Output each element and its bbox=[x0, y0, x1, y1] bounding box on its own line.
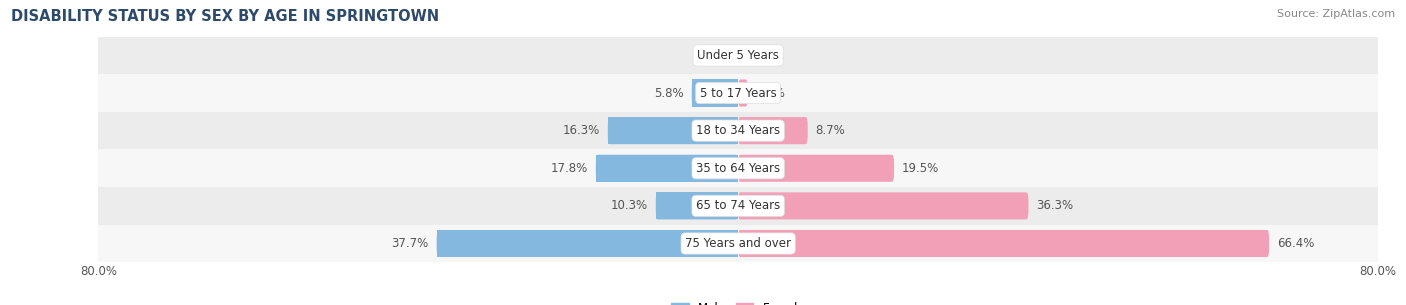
FancyBboxPatch shape bbox=[738, 230, 1270, 257]
Text: 8.7%: 8.7% bbox=[815, 124, 845, 137]
Text: 66.4%: 66.4% bbox=[1277, 237, 1315, 250]
FancyBboxPatch shape bbox=[738, 117, 807, 144]
Bar bbox=[655, 192, 738, 219]
Text: 1.2%: 1.2% bbox=[756, 87, 786, 99]
Text: 0.0%: 0.0% bbox=[742, 49, 772, 62]
Text: 16.3%: 16.3% bbox=[562, 124, 600, 137]
FancyBboxPatch shape bbox=[607, 117, 738, 144]
Bar bbox=[692, 80, 738, 106]
FancyBboxPatch shape bbox=[655, 192, 738, 219]
Text: Source: ZipAtlas.com: Source: ZipAtlas.com bbox=[1277, 9, 1395, 19]
Text: 37.7%: 37.7% bbox=[391, 237, 429, 250]
Bar bbox=[98, 112, 1378, 149]
FancyBboxPatch shape bbox=[437, 230, 738, 257]
Text: 35 to 64 Years: 35 to 64 Years bbox=[696, 162, 780, 175]
Text: 65 to 74 Years: 65 to 74 Years bbox=[696, 199, 780, 212]
Text: DISABILITY STATUS BY SEX BY AGE IN SPRINGTOWN: DISABILITY STATUS BY SEX BY AGE IN SPRIN… bbox=[11, 9, 439, 24]
FancyBboxPatch shape bbox=[596, 155, 738, 182]
Text: 0.0%: 0.0% bbox=[704, 49, 734, 62]
FancyBboxPatch shape bbox=[692, 80, 738, 106]
Text: Under 5 Years: Under 5 Years bbox=[697, 49, 779, 62]
Text: 10.3%: 10.3% bbox=[610, 199, 648, 212]
FancyBboxPatch shape bbox=[738, 80, 748, 106]
Text: 75 Years and over: 75 Years and over bbox=[685, 237, 792, 250]
Text: 17.8%: 17.8% bbox=[551, 162, 588, 175]
Text: 19.5%: 19.5% bbox=[903, 162, 939, 175]
FancyBboxPatch shape bbox=[738, 192, 1028, 219]
Text: 18 to 34 Years: 18 to 34 Years bbox=[696, 124, 780, 137]
Bar bbox=[98, 37, 1378, 74]
Bar bbox=[596, 155, 738, 182]
Text: 5 to 17 Years: 5 to 17 Years bbox=[700, 87, 776, 99]
Bar bbox=[607, 117, 738, 144]
Bar bbox=[98, 74, 1378, 112]
Legend: Male, Female: Male, Female bbox=[666, 297, 810, 305]
FancyBboxPatch shape bbox=[738, 155, 894, 182]
Bar bbox=[437, 230, 738, 257]
Bar bbox=[98, 225, 1378, 262]
Text: 5.8%: 5.8% bbox=[654, 87, 683, 99]
Text: 36.3%: 36.3% bbox=[1036, 199, 1074, 212]
Bar bbox=[98, 187, 1378, 225]
Bar bbox=[98, 149, 1378, 187]
